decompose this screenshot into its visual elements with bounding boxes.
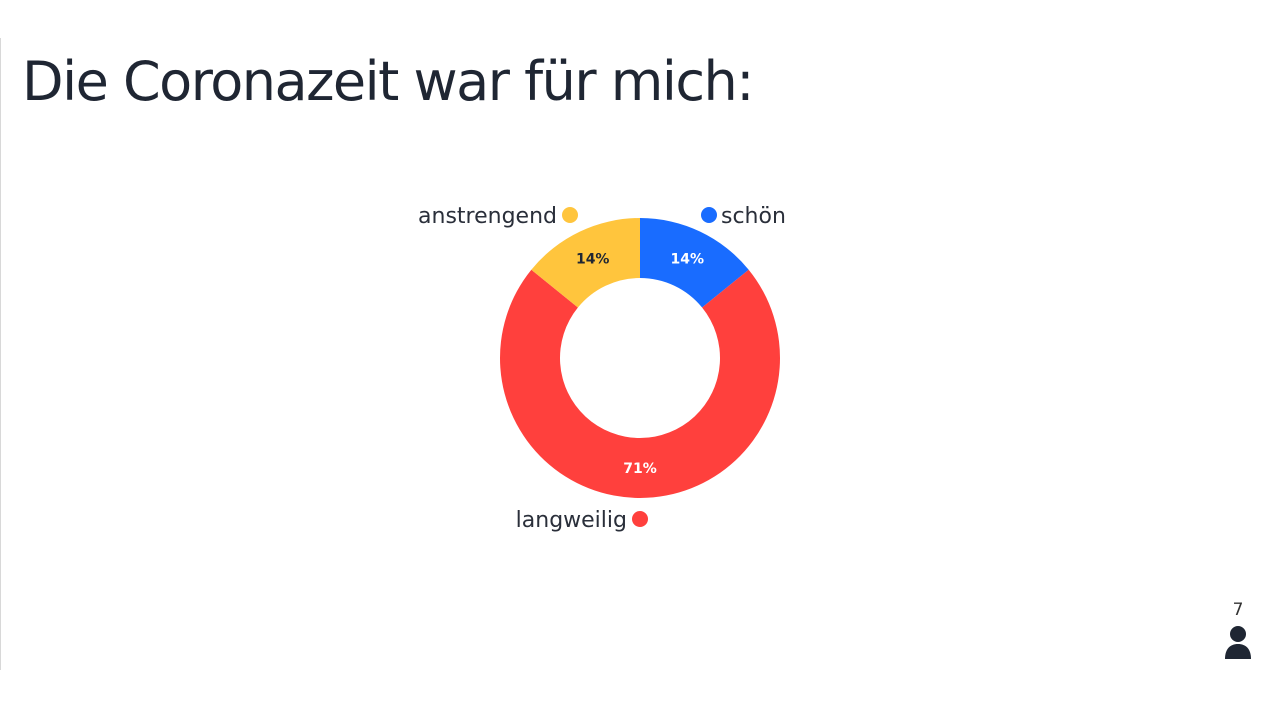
legend-dot-anstrengend — [562, 207, 578, 223]
slide-left-border — [0, 38, 1, 670]
page-title: Die Coronazeit war für mich: — [22, 50, 754, 113]
slice-langweilig — [499, 269, 780, 498]
legend-label-langweilig: langweilig — [516, 508, 627, 533]
slice-anstrengend — [531, 218, 640, 308]
person-icon — [1225, 626, 1251, 659]
legend-label-schön: schön — [721, 204, 786, 229]
participant-count: 7 — [1232, 600, 1244, 620]
legend-label-anstrengend: anstrengend — [418, 204, 557, 229]
data-label-anstrengend: 14% — [576, 252, 610, 268]
legend-dot-langweilig — [632, 511, 648, 527]
legend-dot-schön — [701, 207, 717, 223]
data-label-schön: 14% — [671, 252, 705, 268]
data-label-langweilig: 71% — [623, 461, 657, 477]
slice-schön — [640, 218, 749, 308]
